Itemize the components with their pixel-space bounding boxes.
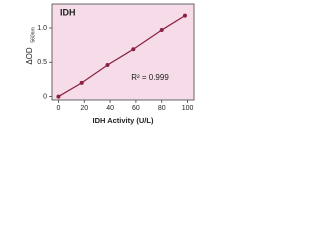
y-axis-label-sub: 560nm — [30, 27, 36, 42]
data-point — [79, 80, 84, 85]
y-tick-label: 0 — [43, 93, 47, 100]
y-tick-label: 0.5 — [37, 59, 47, 66]
x-tick-label: 60 — [132, 105, 140, 112]
x-axis-label: IDH Activity (U/L) — [93, 116, 154, 125]
chart: IDH R² = 0.999 IDH Activity (U/L) ΔOD 56… — [25, 3, 195, 125]
data-point — [105, 63, 110, 68]
series-line — [58, 15, 186, 98]
data-point — [131, 47, 136, 52]
x-tick-label: 80 — [158, 105, 166, 112]
data-point — [56, 94, 61, 99]
x-tick-label: 40 — [106, 105, 114, 112]
inset-label: IDH — [60, 7, 76, 17]
y-axis-label: ΔOD — [25, 47, 34, 65]
data-point — [182, 13, 187, 18]
x-tick-label: 20 — [80, 105, 88, 112]
x-tick-label: 0 — [57, 105, 61, 112]
x-tick-label: 100 — [182, 105, 194, 112]
annotation: R² = 0.999 — [131, 73, 169, 82]
plot-area — [51, 3, 195, 101]
data-point — [159, 28, 164, 33]
y-tick-label: 1.0 — [37, 25, 47, 32]
